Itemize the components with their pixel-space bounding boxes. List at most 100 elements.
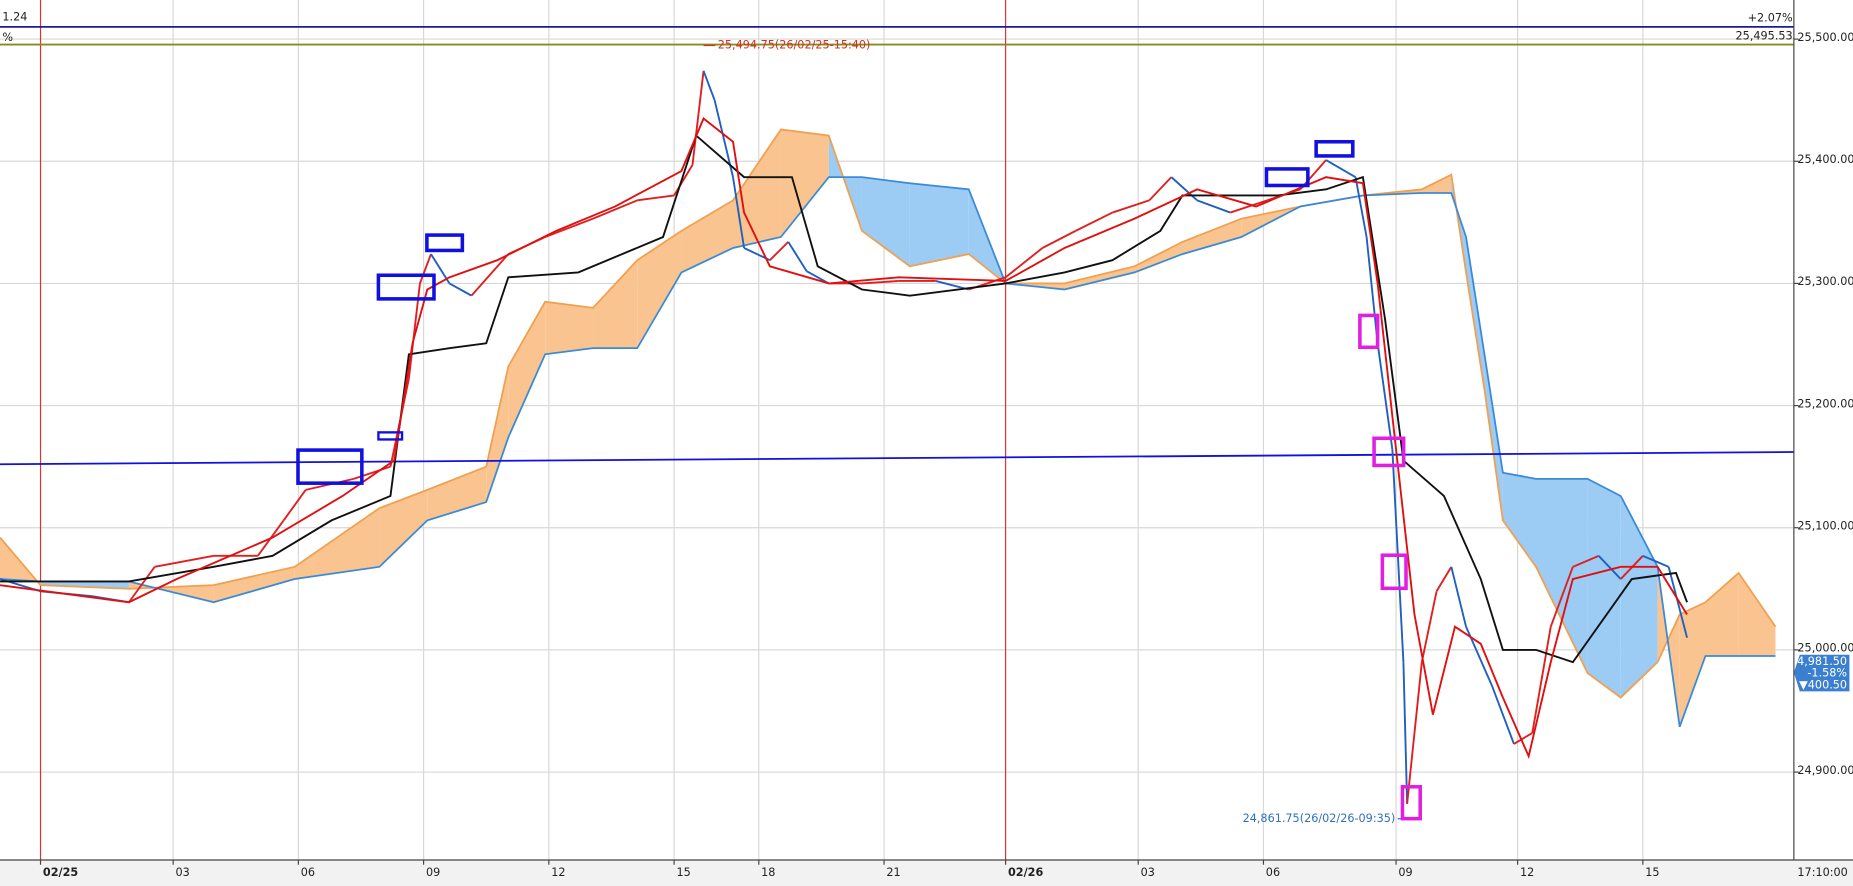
header-unit: %: [2, 31, 13, 44]
price-segment: [691, 70, 705, 166]
x-tick-label: 09: [426, 866, 440, 879]
price-segment: [1435, 566, 1453, 592]
cloud-segment: [1587, 478, 1621, 698]
x-tick-label: 02/25: [43, 866, 79, 879]
cloud-segment: [1484, 354, 1503, 521]
last-price-label: 24,981.50: [1790, 655, 1847, 668]
last-price-diff: ▼400.50: [1799, 678, 1847, 691]
drawing-box: [1380, 553, 1408, 591]
annotation-label: 24,861.75(26/02/26-09:35): [1243, 812, 1396, 825]
price-segment: [1075, 211, 1113, 232]
cloud-segment: [427, 466, 487, 521]
price-segment: [1112, 199, 1150, 214]
indicator-line: [0, 133, 1688, 664]
price-segment: [1042, 230, 1077, 249]
price-segment: [1597, 555, 1622, 580]
x-tick-label: 15: [1645, 866, 1659, 879]
price-segment: [154, 554, 214, 568]
price-segment: [861, 280, 899, 285]
x-tick-label: 03: [175, 866, 189, 879]
price-segment: [353, 465, 391, 480]
cloud-segment: [508, 301, 546, 438]
cloud-segment: [1738, 572, 1776, 657]
header-value: 1.24: [2, 11, 27, 24]
cloud-segment: [294, 508, 380, 580]
x-tick-label: 21: [886, 866, 900, 879]
price-segment: [592, 199, 638, 220]
price-segment: [544, 217, 594, 238]
cloud-segment: [1064, 266, 1135, 290]
price-segment: [1490, 684, 1515, 745]
drawing-box: [296, 448, 364, 485]
price-segment: [1450, 566, 1467, 627]
x-tick-label: 12: [551, 866, 565, 879]
price-segment: [1365, 236, 1379, 344]
price-segment: [769, 241, 789, 261]
drawing-box: [1400, 784, 1422, 821]
cloud-segment: [780, 129, 829, 237]
price-segment: [637, 194, 675, 202]
cloud-segment: [213, 566, 295, 603]
cloud-segment: [1705, 572, 1739, 657]
x-tick-label: 18: [761, 866, 775, 879]
drawing-box: [425, 233, 465, 253]
price-segment: [1376, 343, 1394, 450]
labels: 24,900.00 25,000.00 25,100.00 25,200.00 25,3…: [43, 12, 1853, 879]
cloud-segment: [681, 200, 734, 273]
x-tick-label: 12: [1520, 866, 1534, 879]
cloud-segment: [593, 260, 638, 349]
price-segment: [1531, 626, 1552, 734]
cloud-segment: [40, 581, 129, 589]
y-tick-label: 25,400.00: [1797, 153, 1853, 166]
drawing-box: [376, 273, 436, 301]
price-segment: [419, 253, 432, 284]
cloud-segment: [1620, 495, 1658, 698]
price-segment: [1667, 566, 1688, 638]
drawing-box: [1372, 436, 1406, 468]
y-tick-label: 25,200.00: [1797, 397, 1853, 410]
price-segment: [1406, 662, 1423, 804]
price-segment: [732, 176, 746, 249]
cloud-segment: [1182, 218, 1242, 255]
x-tick-label: 06: [301, 866, 315, 879]
cloud-segment: [1134, 241, 1183, 273]
y-tick-label: 25,500.00: [1797, 31, 1853, 44]
price-segment: [673, 164, 694, 196]
price-segment: [1005, 247, 1044, 279]
price-segment: [1325, 159, 1357, 178]
drawings: [296, 139, 1422, 821]
price-segment: [1513, 732, 1533, 745]
price-segment: [1572, 554, 1600, 568]
drawing-box: [1314, 139, 1355, 158]
x-tick-label: 06: [1266, 866, 1280, 879]
price-segment: [1354, 176, 1368, 238]
lines: [0, 25, 1794, 820]
reference-label: +2.07%: [1748, 12, 1793, 25]
price-segment: [1229, 199, 1268, 214]
last-price-change: -1.58%: [1807, 667, 1847, 680]
price-segment: [1642, 554, 1670, 568]
price-segment: [448, 282, 472, 297]
price-segment: [787, 241, 808, 272]
cloud-segment: [545, 301, 594, 355]
annotation-label: 25,494.75(26/02/25-15:40): [718, 39, 871, 52]
price-segment: [1549, 566, 1574, 628]
cloud-segment: [861, 177, 910, 267]
cloud-segment: [733, 129, 781, 248]
cloud-segment: [909, 183, 969, 267]
clock: 17:10:00: [1797, 866, 1847, 879]
drawing-box: [1264, 167, 1310, 188]
price-segment: [1420, 591, 1438, 663]
cloud-segment: [0, 537, 41, 586]
price-segment: [1148, 176, 1173, 201]
price-segment: [128, 566, 156, 603]
cloud-segment: [1536, 478, 1588, 674]
last-price-tag: [1793, 654, 1850, 692]
x-tick-label: 02/26: [1008, 866, 1044, 879]
x-axis-band: [0, 860, 1853, 886]
grid: [0, 0, 1799, 865]
cloud-segment: [1502, 472, 1537, 567]
